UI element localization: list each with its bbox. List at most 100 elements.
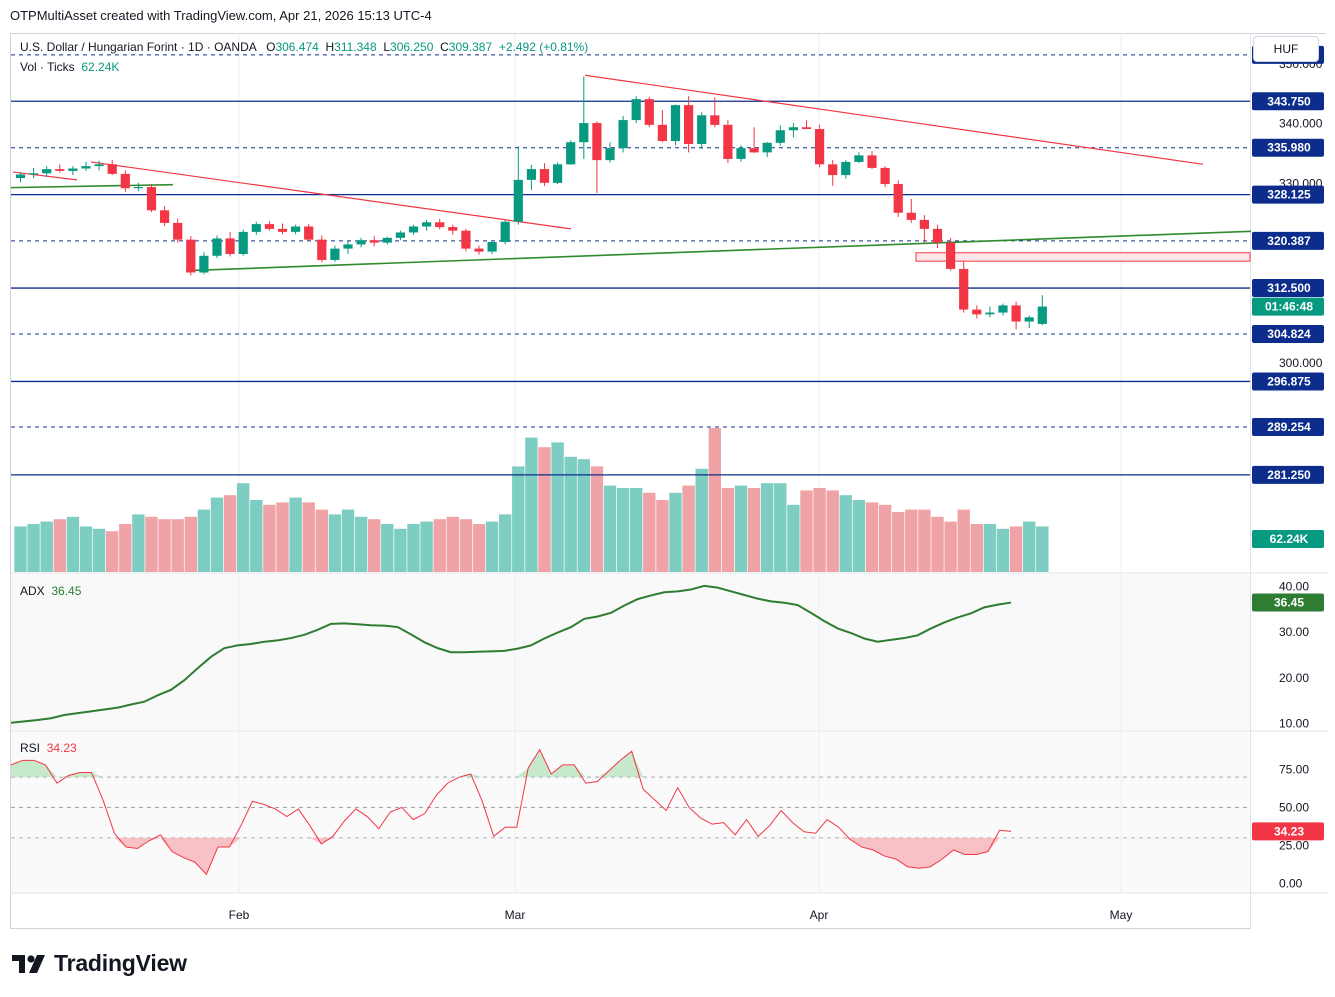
candle-body	[173, 222, 183, 240]
candle-body	[998, 305, 1008, 313]
volume-bar	[813, 488, 826, 572]
symbol-legend[interactable]: U.S. Dollar / Hungarian Forint · 1D · OA…	[20, 40, 588, 54]
candle-body	[291, 226, 301, 232]
candle-body	[539, 169, 550, 183]
volume-legend[interactable]: Vol · Ticks 62.24K	[20, 60, 119, 74]
open-label: O	[266, 40, 276, 54]
volume-bar	[800, 490, 813, 572]
candle-body	[946, 242, 956, 269]
attribution: OTPMultiAsset created with TradingView.c…	[10, 8, 432, 23]
candle-body	[815, 129, 825, 165]
price-label-343.750: 343.750	[1267, 94, 1311, 108]
chart-frame[interactable]: FebMarAprMay350.000340.000330.000300.000…	[10, 33, 1327, 930]
rsi-oversold-fill	[114, 837, 126, 847]
price-label-320.387: 320.387	[1267, 234, 1311, 248]
volume-bar	[839, 495, 852, 572]
rsi-overbought-fill	[33, 760, 46, 778]
candle-body	[644, 99, 654, 125]
candle-body	[762, 142, 772, 153]
currency-button[interactable]: HUF	[1253, 36, 1319, 62]
volume-bar	[538, 447, 551, 572]
candle-body	[513, 179, 523, 222]
candle-body	[500, 221, 510, 243]
volume-bar	[931, 516, 944, 572]
volume-bar	[551, 442, 564, 572]
time-tick-may: May	[1110, 908, 1133, 922]
rsi-oversold-fill	[160, 837, 172, 852]
candle-body	[81, 166, 91, 169]
rsi-oversold-fill	[321, 837, 333, 844]
change-value: +2.492 (+0.81%)	[498, 40, 589, 54]
candle-body	[801, 127, 812, 130]
volume-bar	[603, 485, 617, 572]
rsi-overbought-fill	[516, 767, 529, 778]
tradingview-logo-text: TradingView	[54, 950, 187, 976]
price-label-296.875: 296.875	[1267, 374, 1311, 388]
candle-body	[788, 127, 798, 131]
rsi-overbought-fill	[631, 751, 644, 778]
volume-bar	[276, 502, 289, 572]
volume-bar	[774, 483, 787, 572]
time-tick-feb: Feb	[229, 908, 250, 922]
volume-bar	[512, 466, 525, 572]
volume-bar	[878, 504, 892, 572]
rsi-legend-label: RSI	[20, 741, 41, 755]
candle-body	[264, 224, 274, 229]
candle-body	[42, 169, 52, 174]
rsi-legend[interactable]: RSI 34.23	[20, 741, 77, 755]
countdown-label: 01:46:48	[1265, 300, 1313, 314]
candle-body	[448, 227, 458, 231]
volume-bar	[721, 488, 735, 572]
volume-bar	[970, 524, 983, 572]
trendline-red-2	[584, 74, 1204, 165]
volume-bar	[669, 492, 682, 572]
candle-body	[317, 239, 327, 260]
candle-body	[631, 99, 641, 121]
volume-bar	[577, 459, 590, 572]
volume-bar	[171, 519, 184, 572]
trendline-red-1	[90, 161, 572, 230]
volume-bar	[957, 509, 970, 572]
adx-tick-40.00: 40.00	[1279, 579, 1309, 593]
candle-body	[29, 173, 39, 175]
volume-bar	[944, 521, 957, 572]
candle-body	[566, 142, 576, 165]
volume-bar	[289, 497, 302, 572]
candle-body	[382, 237, 392, 243]
volume-bar	[210, 497, 224, 572]
volume-bar	[354, 516, 368, 572]
candle-body	[893, 184, 903, 213]
volume-bar	[119, 524, 132, 572]
rsi-oversold-fill	[907, 837, 920, 869]
candle-body	[160, 210, 170, 223]
adx-value-badge-text: 36.45	[1274, 596, 1304, 610]
rsi-tick-0.00: 0.00	[1279, 876, 1303, 890]
candle-body	[932, 228, 943, 243]
low-value: 306.250	[390, 40, 434, 54]
candle-body	[592, 123, 602, 161]
rsi-oversold-fill	[217, 837, 230, 847]
candle-body	[120, 173, 130, 189]
candle-body	[330, 248, 340, 260]
rsi-overbought-fill	[597, 770, 609, 778]
high-label: H	[325, 40, 335, 54]
adx-legend[interactable]: ADX 36.45	[20, 584, 81, 598]
rsi-overbought-fill	[574, 764, 586, 778]
price-label-343.750-bg	[1252, 92, 1324, 111]
volume-bar	[184, 516, 197, 572]
candle-body	[854, 155, 864, 162]
volume-bar	[983, 524, 997, 572]
candle-body	[526, 169, 536, 180]
rsi-overbought-fill	[608, 760, 621, 778]
rsi-legend-value: 34.23	[46, 741, 77, 755]
tradingview-logo[interactable]: TradingView	[12, 950, 187, 977]
time-tick-apr: Apr	[810, 908, 829, 922]
candle-body	[94, 164, 104, 167]
chart-canvas[interactable]: FebMarAprMay350.000340.000330.000300.000…	[11, 34, 1327, 930]
volume-bar	[315, 509, 328, 572]
countdown-label-bg	[1252, 297, 1324, 316]
candle-body	[304, 226, 314, 240]
volume-bar	[368, 519, 381, 572]
volume-bar	[485, 521, 499, 572]
candle-body	[880, 167, 890, 185]
